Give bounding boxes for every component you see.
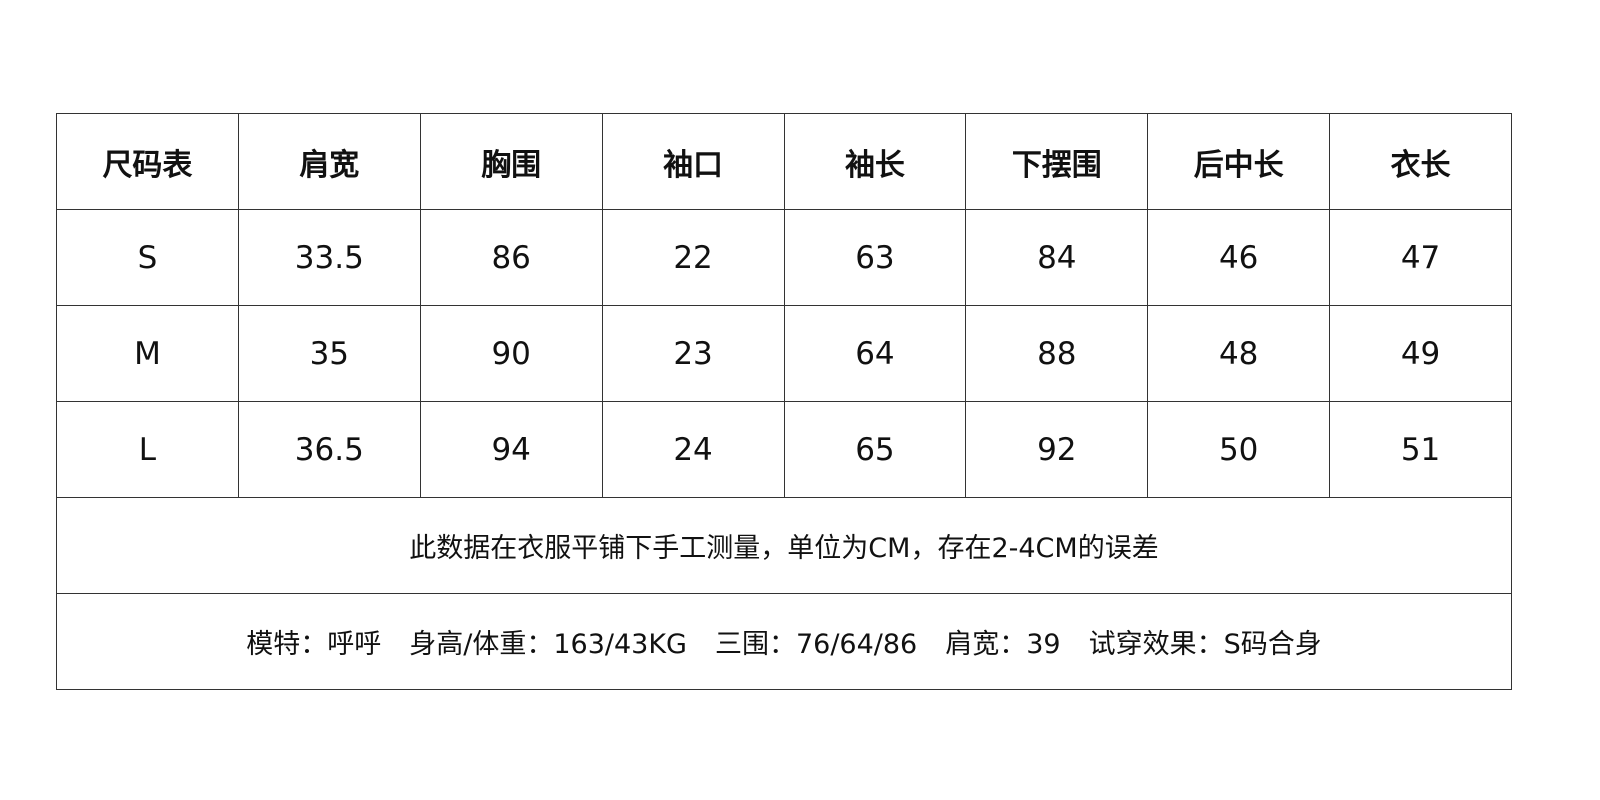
model-row: 模特：呼呼 身高/体重：163/43KG 三围：76/64/86 肩宽：39 试穿效果：… — [56, 593, 1512, 690]
measurement-note: 此数据在衣服平铺下手工测量，单位为CM，存在2-4CM的误差 — [56, 497, 1512, 594]
column-header: 袖长 — [783, 113, 967, 210]
size-row: M 35 90 23 64 88 48 49 — [56, 305, 1512, 402]
measurement-cell: 33.5 — [237, 209, 421, 306]
measurement-cell: 65 — [783, 401, 967, 498]
column-header: 尺码表 — [56, 113, 239, 210]
column-header: 肩宽 — [237, 113, 421, 210]
header-row: 尺码表 肩宽 胸围 袖口 袖长 下摆围 后中长 衣长 — [56, 113, 1512, 210]
measurement-cell: 84 — [965, 209, 1149, 306]
size-label: M — [56, 305, 239, 402]
column-header: 下摆围 — [965, 113, 1149, 210]
measurement-cell: 88 — [965, 305, 1149, 402]
measurement-cell: 49 — [1329, 305, 1512, 402]
model-height-weight: 身高/体重：163/43KG — [409, 629, 687, 660]
model-fit: 试穿效果：S码合身 — [1088, 629, 1322, 660]
measurement-cell: 46 — [1147, 209, 1331, 306]
measurement-cell: 63 — [783, 209, 967, 306]
size-label: L — [56, 401, 239, 498]
measurement-cell: 48 — [1147, 305, 1331, 402]
size-chart-table: 尺码表 肩宽 胸围 袖口 袖长 下摆围 后中长 衣长 S 33.5 86 22 63 84 46 47 M 35… — [56, 113, 1512, 690]
measurement-cell: 50 — [1147, 401, 1331, 498]
size-label: S — [56, 209, 239, 306]
column-header: 胸围 — [419, 113, 603, 210]
model-name: 模特：呼呼 — [246, 629, 382, 660]
note-row: 此数据在衣服平铺下手工测量，单位为CM，存在2-4CM的误差 — [56, 497, 1512, 594]
measurement-cell: 92 — [965, 401, 1149, 498]
measurement-cell: 24 — [601, 401, 785, 498]
model-info: 模特：呼呼 身高/体重：163/43KG 三围：76/64/86 肩宽：39 试穿效果：… — [56, 593, 1512, 690]
measurement-cell: 86 — [419, 209, 603, 306]
column-header: 后中长 — [1147, 113, 1331, 210]
column-header: 袖口 — [601, 113, 785, 210]
measurement-cell: 35 — [237, 305, 421, 402]
measurement-cell: 51 — [1329, 401, 1512, 498]
model-measurements: 三围：76/64/86 — [714, 629, 918, 660]
measurement-cell: 47 — [1329, 209, 1512, 306]
measurement-cell: 22 — [601, 209, 785, 306]
measurement-cell: 36.5 — [237, 401, 421, 498]
model-shoulder: 肩宽：39 — [945, 629, 1061, 660]
measurement-cell: 90 — [419, 305, 603, 402]
measurement-cell: 94 — [419, 401, 603, 498]
measurement-cell: 64 — [783, 305, 967, 402]
measurement-cell: 23 — [601, 305, 785, 402]
column-header: 衣长 — [1329, 113, 1512, 210]
size-row: S 33.5 86 22 63 84 46 47 — [56, 209, 1512, 306]
size-row: L 36.5 94 24 65 92 50 51 — [56, 401, 1512, 498]
